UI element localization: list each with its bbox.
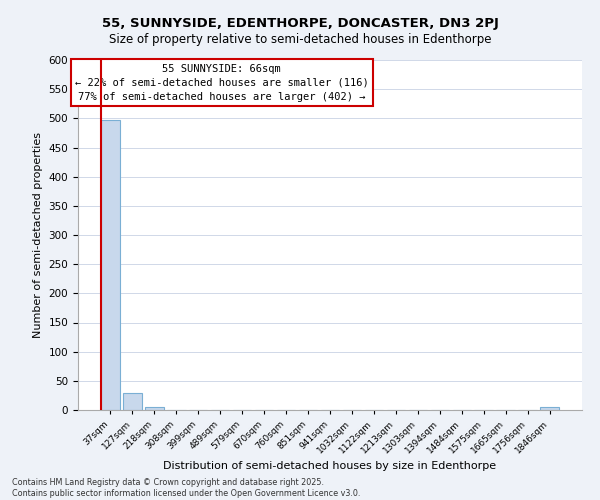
Bar — [541, 407, 559, 410]
Y-axis label: Number of semi-detached properties: Number of semi-detached properties — [33, 132, 43, 338]
Bar — [145, 407, 164, 410]
Bar — [123, 392, 142, 410]
Text: 55, SUNNYSIDE, EDENTHORPE, DONCASTER, DN3 2PJ: 55, SUNNYSIDE, EDENTHORPE, DONCASTER, DN… — [101, 18, 499, 30]
Text: 55 SUNNYSIDE: 66sqm
← 22% of semi-detached houses are smaller (116)
77% of semi-: 55 SUNNYSIDE: 66sqm ← 22% of semi-detach… — [75, 64, 368, 102]
Text: Contains HM Land Registry data © Crown copyright and database right 2025.
Contai: Contains HM Land Registry data © Crown c… — [12, 478, 361, 498]
X-axis label: Distribution of semi-detached houses by size in Edenthorpe: Distribution of semi-detached houses by … — [163, 460, 497, 470]
Bar — [101, 120, 119, 410]
Text: Size of property relative to semi-detached houses in Edenthorpe: Size of property relative to semi-detach… — [109, 32, 491, 46]
